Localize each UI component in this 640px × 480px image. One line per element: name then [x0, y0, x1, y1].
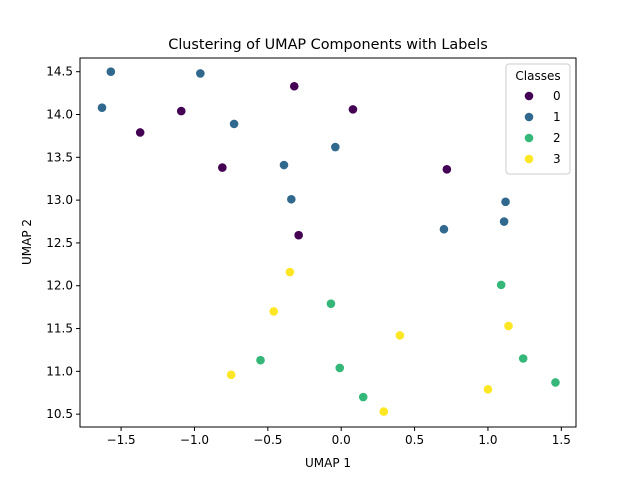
legend-marker-class-0	[524, 91, 534, 101]
legend-box	[505, 63, 571, 175]
y-tick-label: 13.5	[46, 150, 73, 164]
data-point-class-1	[501, 197, 510, 207]
data-point-class-3	[269, 307, 279, 316]
data-point-class-1	[287, 194, 296, 204]
x-tick-label: 1.5	[552, 433, 571, 447]
legend-marker-class-3	[524, 154, 534, 164]
y-axis-label: UMAP 2	[20, 219, 34, 265]
x-tick-label: −1.0	[180, 433, 209, 447]
legend-title: Classes	[515, 69, 560, 83]
data-point-class-2	[551, 378, 560, 387]
y-tick-label: 14.0	[46, 108, 73, 122]
x-tick-label: 1.0	[478, 433, 497, 447]
data-point-class-0	[289, 81, 299, 91]
legend-label: 2	[553, 131, 561, 145]
data-point-class-2	[326, 299, 336, 309]
data-point-class-1	[97, 103, 107, 112]
x-tick-label: −0.5	[253, 433, 282, 447]
y-tick-label: 11.5	[46, 322, 73, 336]
data-point-class-0	[176, 106, 186, 116]
legend-label: 3	[553, 152, 561, 166]
data-point-class-0	[218, 163, 227, 172]
y-tick-label: 12.0	[46, 279, 73, 293]
axis-ticks: −1.5 −1.0 −0.5 0.0 0.5 1.0 1.5 10.5 11.0 11.5 12.0…	[46, 65, 571, 447]
legend-items: 0 1 2 3	[524, 89, 561, 166]
x-axis-label: UMAP 1	[305, 456, 351, 470]
legend-marker-class-2	[524, 133, 534, 143]
data-point-class-2	[256, 355, 265, 365]
data-point-class-2	[518, 354, 528, 363]
x-tick-label: 0.5	[405, 433, 424, 447]
data-point-class-3	[226, 370, 236, 380]
data-point-class-1	[279, 160, 289, 170]
data-point-class-0	[294, 230, 303, 240]
data-point-class-1	[331, 142, 340, 152]
y-tick-label: 11.0	[46, 364, 73, 378]
data-point-class-3	[483, 385, 493, 394]
x-tick-label: 0.0	[332, 433, 351, 447]
legend-label: 1	[553, 110, 561, 124]
data-point-class-0	[348, 105, 358, 114]
x-tick-label: −1.5	[107, 433, 136, 447]
data-point-class-3	[504, 321, 513, 331]
legend-marker-class-1	[524, 112, 534, 122]
legend-label: 0	[553, 89, 561, 103]
data-point-class-2	[358, 392, 368, 402]
y-tick-label: 14.5	[46, 65, 73, 79]
data-point-class-2	[335, 363, 345, 373]
data-point-class-1	[229, 119, 239, 129]
y-tick-label: 13.0	[46, 193, 73, 207]
data-point-class-1	[499, 217, 509, 226]
legend: Classes 0 1 2 3	[505, 63, 571, 175]
y-tick-label: 12.5	[46, 236, 73, 250]
plot-frame	[79, 57, 577, 428]
data-point-class-0	[442, 164, 452, 174]
data-points	[97, 67, 560, 416]
data-point-class-1	[196, 69, 205, 78]
data-point-class-3	[285, 267, 295, 277]
data-point-class-3	[395, 331, 405, 340]
y-tick-label: 10.5	[46, 407, 73, 421]
data-point-class-3	[379, 407, 389, 416]
data-point-class-1	[106, 67, 116, 76]
data-point-class-2	[496, 280, 506, 290]
data-point-class-1	[439, 224, 449, 234]
data-point-class-0	[135, 128, 145, 137]
chart-title: Clustering of UMAP Components with Label…	[168, 37, 487, 53]
